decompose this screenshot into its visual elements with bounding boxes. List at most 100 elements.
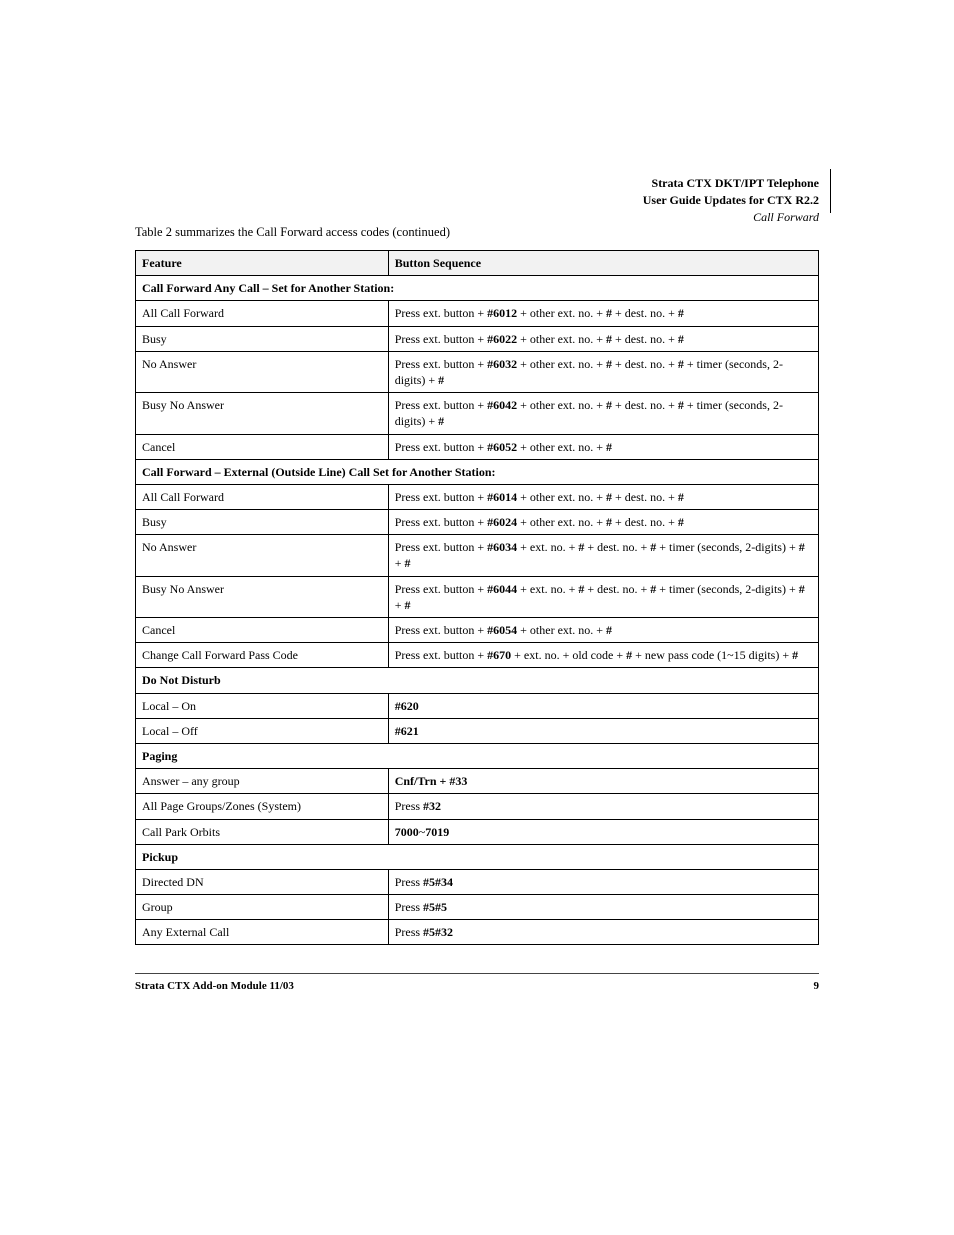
section-title: Call Forward – External (Outside Line) C… <box>136 459 819 484</box>
code-token: #6054 <box>487 623 517 637</box>
table-row: BusyPress ext. button + #6022 + other ex… <box>136 326 819 351</box>
seq-text: + other ext. no. + <box>517 357 606 371</box>
seq-text: + other ext. no. + <box>517 440 606 454</box>
code-token: # <box>792 648 798 662</box>
seq-text: Press ext. button + <box>395 540 487 554</box>
seq-text: + dest. no. + <box>612 306 678 320</box>
header-line-2: User Guide Updates for CTX R2.2 <box>643 192 819 209</box>
sequence-cell: Press ext. button + #6042 + other ext. n… <box>388 393 818 434</box>
seq-text: Press ext. button + <box>395 515 487 529</box>
section-title: Paging <box>136 743 819 768</box>
seq-text: Press <box>395 799 423 813</box>
section-row: Paging <box>136 743 819 768</box>
seq-text: + dest. no. + <box>612 357 678 371</box>
sequence-cell: Cnf/Trn + #33 <box>388 769 818 794</box>
code-token: #5#32 <box>423 925 453 939</box>
seq-text: + dest. no. + <box>584 540 650 554</box>
seq-text: + ext. no. + old code + <box>511 648 626 662</box>
seq-text: + other ext. no. + <box>517 490 606 504</box>
seq-text: Press ext. button + <box>395 357 487 371</box>
feature-cell: No Answer <box>136 535 389 576</box>
feature-cell: No Answer <box>136 351 389 392</box>
seq-text: + other ext. no. + <box>517 306 606 320</box>
sequence-cell: #620 <box>388 693 818 718</box>
codes-table: Feature Button Sequence Call Forward Any… <box>135 250 819 945</box>
code-token: # <box>678 306 684 320</box>
seq-text: Press <box>395 875 423 889</box>
footer-rule <box>135 973 819 974</box>
code-token: #670 <box>487 648 511 662</box>
code-token: #32 <box>423 799 441 813</box>
table-row: Answer – any groupCnf/Trn + #33 <box>136 769 819 794</box>
table-row: Busy No AnswerPress ext. button + #6044 … <box>136 576 819 617</box>
code-token: # <box>678 332 684 346</box>
footer-right: 9 <box>814 980 820 992</box>
feature-cell: Group <box>136 895 389 920</box>
seq-text: Press ext. button + <box>395 440 487 454</box>
table-row: Change Call Forward Pass CodePress ext. … <box>136 643 819 668</box>
seq-text: Press ext. button + <box>395 490 487 504</box>
sequence-cell: Press #5#32 <box>388 920 818 945</box>
feature-cell: All Call Forward <box>136 484 389 509</box>
table-row: CancelPress ext. button + #6054 + other … <box>136 618 819 643</box>
code-token: #6052 <box>487 440 517 454</box>
section-row: Call Forward Any Call – Set for Another … <box>136 276 819 301</box>
code-token: # <box>438 373 444 387</box>
seq-text: Press ext. button + <box>395 332 487 346</box>
header-line-3: Call Forward <box>643 209 819 226</box>
code-token: #6044 <box>487 582 517 596</box>
sequence-cell: Press ext. button + #6052 + other ext. n… <box>388 434 818 459</box>
sequence-cell: Press ext. button + #6012 + other ext. n… <box>388 301 818 326</box>
code-token: #5#5 <box>423 900 447 914</box>
feature-cell: All Call Forward <box>136 301 389 326</box>
seq-text: + other ext. no. + <box>517 515 606 529</box>
table-row: No AnswerPress ext. button + #6034 + ext… <box>136 535 819 576</box>
sequence-cell: #621 <box>388 718 818 743</box>
footer-left: Strata CTX Add-on Module 11/03 <box>135 980 294 992</box>
feature-cell: Change Call Forward Pass Code <box>136 643 389 668</box>
seq-text: Press ext. button + <box>395 398 487 412</box>
code-token: # <box>404 598 410 612</box>
section-title: Do Not Disturb <box>136 668 819 693</box>
feature-cell: Busy <box>136 326 389 351</box>
code-token: # <box>799 540 805 554</box>
feature-cell: All Page Groups/Zones (System) <box>136 794 389 819</box>
page: Strata CTX DKT/IPT Telephone User Guide … <box>0 0 954 1235</box>
code-token: # <box>678 515 684 529</box>
seq-text: + other ext. no. + <box>517 398 606 412</box>
section-title: Call Forward Any Call – Set for Another … <box>136 276 819 301</box>
sequence-cell: Press ext. button + #6014 + other ext. n… <box>388 484 818 509</box>
table-row: All Call ForwardPress ext. button + #601… <box>136 484 819 509</box>
code-token: #5#34 <box>423 875 453 889</box>
sequence-cell: Press ext. button + #6044 + ext. no. + #… <box>388 576 818 617</box>
code-token: #6032 <box>487 357 517 371</box>
table-row: Call Park Orbits7000~7019 <box>136 819 819 844</box>
table-row: GroupPress #5#5 <box>136 895 819 920</box>
feature-cell: Cancel <box>136 434 389 459</box>
header-divider <box>830 169 831 213</box>
header-line-1: Strata CTX DKT/IPT Telephone <box>643 175 819 192</box>
code-token: #6034 <box>487 540 517 554</box>
table-row: CancelPress ext. button + #6052 + other … <box>136 434 819 459</box>
seq-text: + timer (seconds, 2-digits) + <box>656 540 799 554</box>
table-row: BusyPress ext. button + #6024 + other ex… <box>136 510 819 535</box>
code-token: #6042 <box>487 398 517 412</box>
section-row: Do Not Disturb <box>136 668 819 693</box>
sequence-cell: Press ext. button + #670 + ext. no. + ol… <box>388 643 818 668</box>
feature-cell: Busy No Answer <box>136 393 389 434</box>
sequence-cell: Press ext. button + #6024 + other ext. n… <box>388 510 818 535</box>
table-row: Any External CallPress #5#32 <box>136 920 819 945</box>
table-row: Local – On#620 <box>136 693 819 718</box>
seq-text: + dest. no. + <box>612 490 678 504</box>
code-token: #621 <box>395 724 419 738</box>
seq-text: + ext. no. + <box>517 540 578 554</box>
code-token: # <box>606 440 612 454</box>
seq-text: Press ext. button + <box>395 306 487 320</box>
seq-text: Press ext. button + <box>395 582 487 596</box>
col-header-feature: Feature <box>136 251 389 276</box>
seq-text: + ext. no. + <box>517 582 578 596</box>
sequence-cell: Press ext. button + #6034 + ext. no. + #… <box>388 535 818 576</box>
code-token: # <box>606 623 612 637</box>
table-row: Busy No AnswerPress ext. button + #6042 … <box>136 393 819 434</box>
seq-text: + other ext. no. + <box>517 332 606 346</box>
